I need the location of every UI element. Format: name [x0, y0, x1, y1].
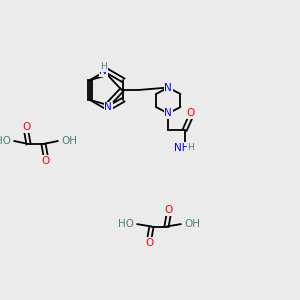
- Text: H: H: [100, 62, 106, 71]
- Text: N: N: [99, 66, 107, 76]
- Text: O: O: [187, 109, 195, 118]
- Text: OH: OH: [184, 219, 200, 229]
- Text: OH: OH: [61, 136, 77, 146]
- Text: H: H: [187, 143, 194, 152]
- Text: O: O: [145, 238, 153, 248]
- Text: HO: HO: [0, 136, 11, 146]
- Text: O: O: [165, 205, 173, 215]
- Text: O: O: [42, 155, 50, 166]
- Text: N: N: [164, 109, 172, 118]
- Text: NH: NH: [174, 143, 190, 153]
- Text: HO: HO: [118, 219, 134, 229]
- Text: N: N: [164, 82, 172, 92]
- Text: N: N: [104, 102, 112, 112]
- Text: O: O: [22, 122, 30, 133]
